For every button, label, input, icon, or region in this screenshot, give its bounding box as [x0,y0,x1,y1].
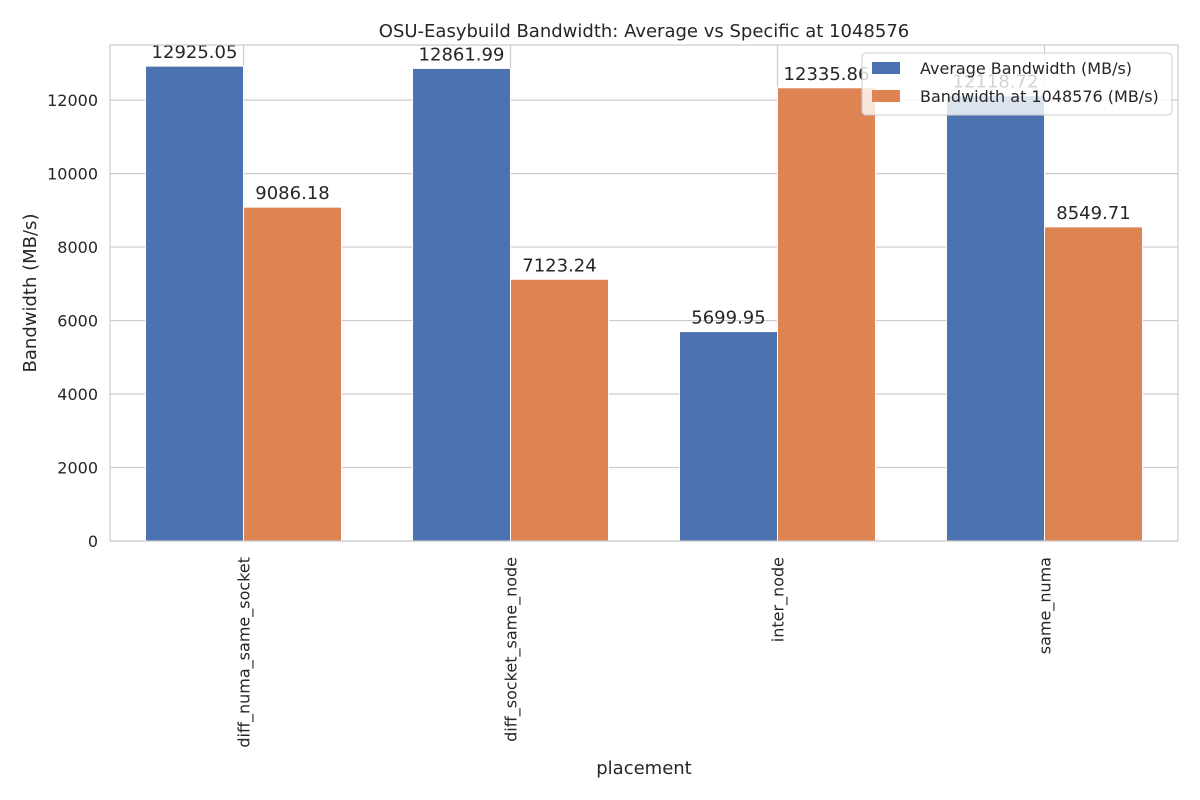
legend: Average Bandwidth (MB/s) Bandwidth at 10… [861,52,1173,116]
x-tick-label: inter_node [769,557,789,642]
x-axis-ticks: diff_numa_same_socket diff_socket_same_no… [235,557,1056,748]
legend-box [861,52,1173,116]
bar-value-label: 8549.71 [1056,203,1130,224]
bar-value-label: 5699.95 [691,308,765,329]
bar-average [946,95,1045,542]
bar-specific [510,278,609,542]
bar-value-label: 12925.05 [152,42,238,63]
bar-value-label: 12335.86 [784,64,870,85]
bar-specific [1044,226,1143,542]
bar-value-label: 7123.24 [522,255,596,276]
legend-label-average: Average Bandwidth (MB/s) [920,59,1132,78]
y-tick-label: 10000 [47,165,98,184]
legend-label-specific: Bandwidth at 1048576 (MB/s) [920,87,1159,106]
legend-swatch-average [872,62,900,74]
y-axis-ticks: 0 2000 4000 6000 8000 10000 12000 [47,91,98,551]
y-tick-label: 6000 [57,312,98,331]
bar-specific [243,206,342,542]
bar-average [412,67,511,542]
y-axis-label: Bandwidth (MB/s) [20,214,41,373]
legend-swatch-specific [872,90,900,102]
bar-specific [777,87,876,542]
y-tick-label: 12000 [47,91,98,110]
y-tick-label: 0 [88,532,98,551]
bar-value-label: 9086.18 [255,183,329,204]
bar-value-label: 12861.99 [419,44,505,65]
x-tick-label: diff_socket_same_node [502,557,522,742]
x-tick-label: diff_numa_same_socket [235,557,255,748]
bar-average [145,65,244,542]
y-tick-label: 8000 [57,238,98,257]
x-tick-label: same_numa [1036,557,1056,654]
chart-title: OSU-Easybuild Bandwidth: Average vs Spec… [379,21,909,42]
bar-average [679,331,778,542]
x-axis-label: placement [596,758,692,779]
y-tick-label: 2000 [57,459,98,478]
plot-frame [109,44,1179,542]
y-tick-label: 4000 [57,385,98,404]
bars-layer [145,65,1143,542]
